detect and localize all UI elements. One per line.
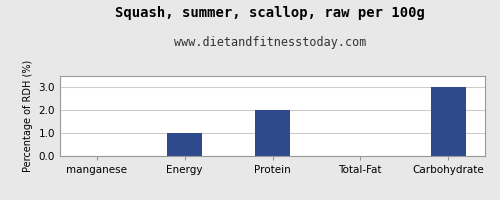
Y-axis label: Percentage of RDH (%): Percentage of RDH (%) [23, 60, 33, 172]
Bar [255, 110, 290, 156]
Text: Squash, summer, scallop, raw per 100g: Squash, summer, scallop, raw per 100g [115, 6, 425, 20]
Bar [167, 133, 202, 156]
Text: www.dietandfitnesstoday.com: www.dietandfitnesstoday.com [174, 36, 366, 49]
Bar [430, 87, 466, 156]
